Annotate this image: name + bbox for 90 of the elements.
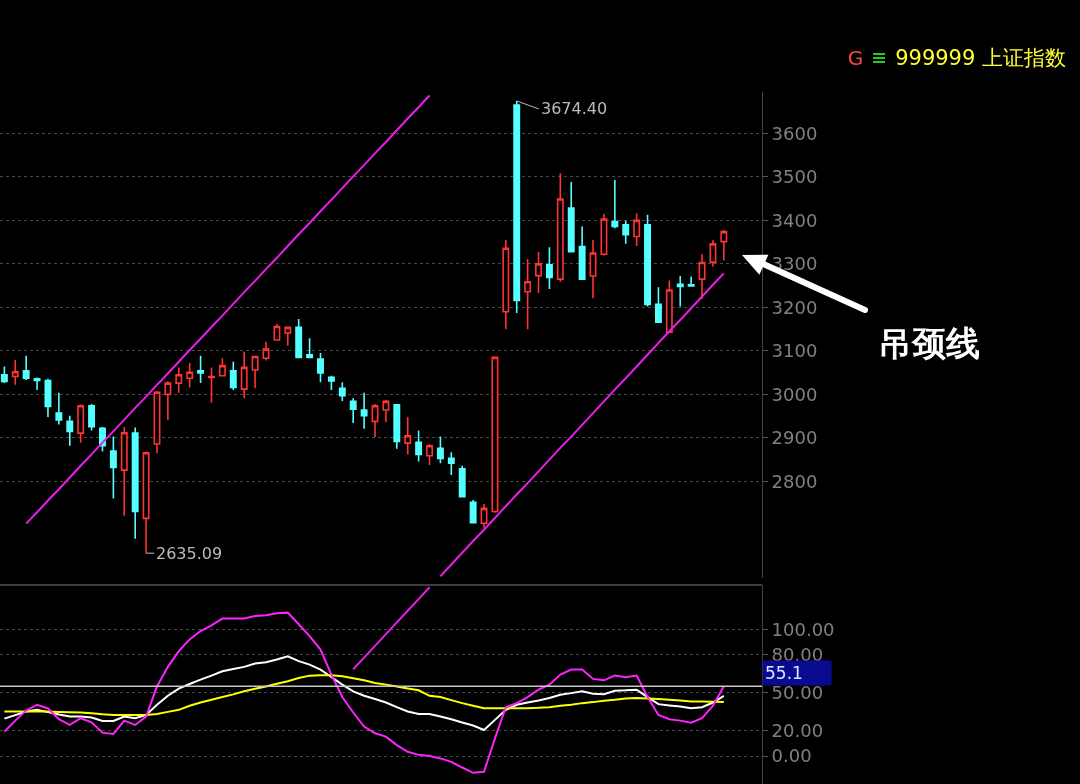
candlestick [622,219,630,245]
candlestick [120,426,128,517]
text: 999999 上证指数 [895,45,1066,72]
candlestick [109,435,117,500]
candlestick [208,366,215,404]
text: 吊颈线 [878,323,980,364]
candlestick [33,376,41,391]
candlestick [55,391,63,426]
candlestick [676,275,684,308]
y-tick-label: 100.00 [771,618,835,640]
y-tick-label: 80.00 [771,644,824,666]
candlestick [142,451,150,554]
candlestick [349,397,357,424]
y-tick-label: 20.00 [771,720,824,742]
y-tick-label: 0.00 [771,745,812,767]
candlestick [197,354,205,384]
candlestick [480,503,488,530]
annotation: 2635.09 [156,544,223,563]
line-series [352,586,431,671]
candlestick [284,326,292,347]
candlestick [240,350,248,400]
ref-line-label: 55.1 [765,663,803,683]
candlestick [131,426,139,540]
candlestick [0,365,8,384]
y-tick-label: 3600 [771,122,818,144]
candlestick [338,381,346,402]
candlestick [665,279,673,334]
candlestick [66,414,74,447]
candlestick [589,239,597,300]
candlestick [535,251,542,294]
candlestick [654,286,662,323]
line-series [25,94,431,525]
line-series [3,674,725,716]
y-tick-label: 2900 [771,427,818,449]
annotation: 3674.40 [541,99,608,118]
candlestick [698,253,706,300]
candlestick [458,464,466,498]
candlestick [360,391,368,430]
candlestick [436,435,444,464]
candlestick [44,377,52,418]
candlestick [404,416,412,456]
candlestick [22,354,30,381]
candlestick [175,366,183,394]
candlestick [709,239,717,268]
candlestick [469,499,477,524]
candlestick [578,225,586,280]
line-series [3,611,725,774]
candlestick [262,340,270,362]
y-tick-label: 3200 [771,296,818,318]
candlestick [218,357,226,377]
candlestick [491,355,499,514]
candlestick [556,172,564,283]
y-tick-label: 3100 [771,340,818,362]
line-series [3,655,725,731]
candlestick [371,403,379,438]
candlestick [251,354,259,390]
candlestick [88,403,96,432]
candlestick [11,359,19,386]
candlestick [295,318,303,359]
candlestick [415,429,423,463]
candlestick [306,337,314,360]
candlestick [327,374,335,391]
candlestick [382,399,390,424]
candlestick [611,179,619,229]
y-tick-label: 50.00 [771,682,824,704]
candlestick [633,212,641,247]
candlestick [273,323,281,342]
y-tick-label: 2800 [771,470,818,492]
y-tick-label: 3400 [771,209,818,231]
text: G [847,46,864,70]
candlestick [77,403,85,444]
candlestick [164,380,172,421]
candlestick [426,443,433,466]
candlestick [720,229,728,262]
candlestick [687,275,695,288]
candlestick [317,352,324,384]
candlestick [545,246,553,290]
candlestick [502,239,510,330]
y-tick-label: 3500 [771,166,818,188]
candlestick [393,403,401,450]
candlestick [567,181,575,253]
candlestick [524,258,532,330]
candlestick [186,362,194,389]
candlestick [229,360,237,391]
candlestick [600,213,608,257]
candlestick [447,451,455,476]
y-tick-label: 3000 [771,383,818,405]
candlestick [644,213,652,308]
candlestick [513,100,521,314]
line-series [439,272,725,578]
